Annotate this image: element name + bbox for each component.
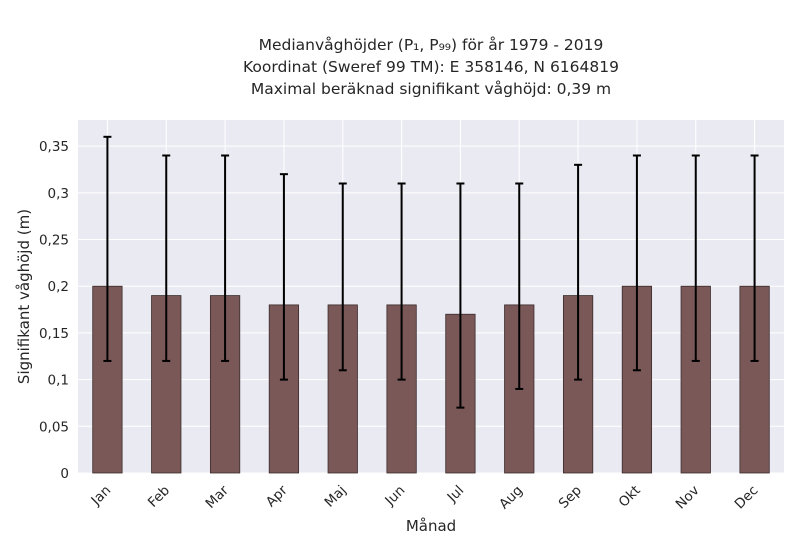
x-tick-label: Jul	[444, 483, 468, 507]
y-axis-label: Signifikant våghöjd (m)	[15, 209, 33, 384]
chart-title-line-3: Maximal beräknad signifikant våghöjd: 0,…	[250, 80, 612, 98]
x-tick-label: Maj	[322, 483, 350, 511]
x-tick-label: Jan	[88, 483, 115, 510]
y-tick-label: 0	[60, 466, 69, 482]
y-tick-label: 0,25	[39, 233, 69, 249]
x-axis-label: Månad	[406, 517, 456, 535]
y-tick-label: 0,05	[39, 419, 69, 435]
chart-title: Medianvåghöjder (P₁, P₉₉) för år 1979 - …	[78, 34, 784, 100]
chart-title-line-2: Koordinat (Sweref 99 TM): E 358146, N 61…	[243, 58, 619, 76]
y-tick-label: 0,3	[48, 186, 69, 202]
error-bars	[103, 135, 759, 409]
x-tick-label: Feb	[145, 483, 173, 511]
y-tick-label: 0,35	[39, 139, 69, 155]
y-tick-label: 0,15	[39, 326, 69, 342]
x-tick-label: Sep	[556, 483, 585, 512]
y-tick-label: 0,2	[48, 279, 69, 295]
y-tick-label: 0,1	[48, 373, 69, 389]
x-tick-label: Dec	[732, 483, 762, 513]
x-tick-label: Okt	[616, 483, 644, 511]
chart-title-line-1: Medianvåghöjder (P₁, P₉₉) för år 1979 - …	[258, 36, 604, 54]
x-tick-label: Jun	[381, 483, 408, 510]
plot-area	[78, 120, 784, 473]
x-tick-label: Aug	[496, 483, 526, 513]
x-tick-label: Mar	[203, 482, 233, 512]
x-tick-label: Nov	[673, 483, 703, 513]
x-tick-label: Apr	[263, 482, 291, 510]
